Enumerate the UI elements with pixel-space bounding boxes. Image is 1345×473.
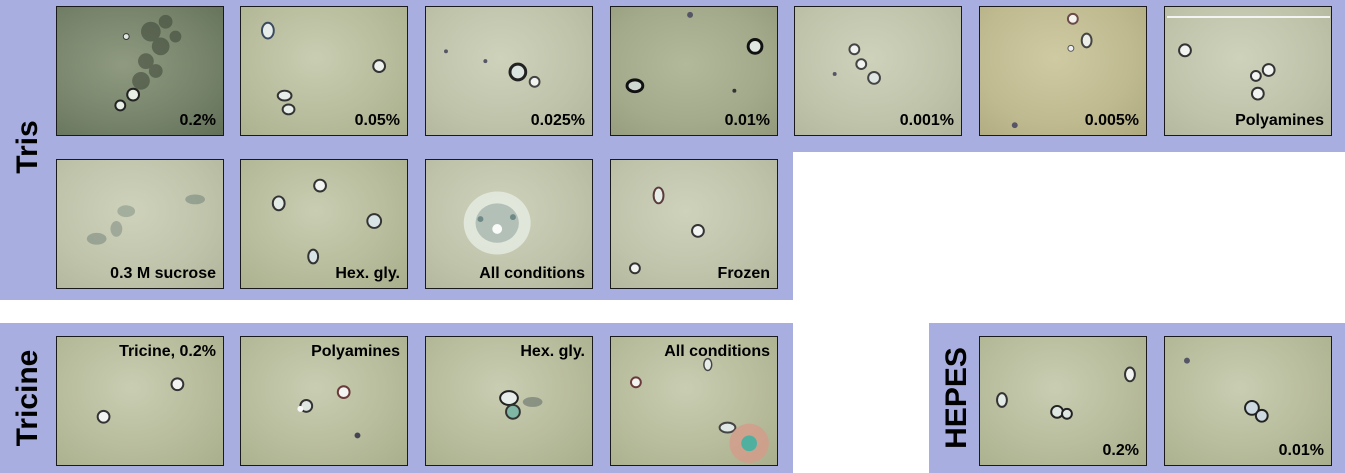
cell-image	[1184, 357, 1269, 423]
tile-caption: 0.005%	[1084, 112, 1139, 129]
tile-caption: 0.001%	[899, 112, 954, 129]
scale-bar	[1167, 16, 1330, 18]
tile-caption: 0.3 M sucrose	[110, 265, 216, 282]
micrograph-tile: Polyamines	[240, 336, 408, 466]
tile-caption: 0.05%	[354, 112, 400, 129]
micrograph-tile: Tricine, 0.2%	[56, 336, 224, 466]
tile-caption: Polyamines	[311, 343, 400, 360]
row-label-tricine: Tricine	[11, 349, 44, 447]
tile-caption: 0.025%	[530, 112, 585, 129]
cell-image	[297, 385, 361, 439]
micrograph-tile: 0.001%	[794, 6, 962, 136]
tile-caption: Hex. gly.	[520, 343, 585, 360]
tile-caption: All conditions	[479, 265, 585, 282]
tile-caption: Tricine, 0.2%	[119, 343, 216, 360]
row-label-tris: Tris	[11, 120, 44, 174]
cell-image	[1011, 12, 1093, 129]
tile-caption: 0.01%	[724, 112, 770, 129]
cell-image	[1178, 43, 1276, 101]
cell-image	[499, 390, 543, 420]
tile-caption: Frozen	[717, 265, 770, 282]
micrograph-tile: 0.01%	[1164, 336, 1332, 466]
tile-caption: All conditions	[664, 343, 770, 360]
micrograph-tile: Hex. gly.	[240, 159, 408, 289]
micrograph-tile: 0.3 M sucrose	[56, 159, 224, 289]
cell-image	[444, 49, 541, 88]
cell-image	[630, 357, 769, 464]
micrograph-tile: 0.2%	[56, 6, 224, 136]
tile-caption: Hex. gly.	[335, 265, 400, 282]
tile-caption: 0.01%	[1278, 442, 1324, 459]
tile-caption: 0.2%	[179, 112, 216, 129]
micrograph-tile: 0.2%	[979, 336, 1147, 466]
micrograph-tile: Hex. gly.	[425, 336, 593, 466]
micrograph-tile: 0.01%	[610, 6, 778, 136]
cell-image	[271, 178, 383, 265]
cell-image	[86, 194, 205, 245]
micrograph-tile: Frozen	[610, 159, 778, 289]
cell-image	[463, 191, 531, 255]
row-label-hepes: HEPES	[940, 347, 973, 449]
micrograph-tile: 0.05%	[240, 6, 408, 136]
micrograph-tile: 0.025%	[425, 6, 593, 136]
cell-image	[625, 11, 764, 94]
micrograph-tile: All conditions	[425, 159, 593, 289]
cell-image	[96, 377, 185, 424]
cell-image	[114, 14, 182, 112]
cell-image	[629, 186, 705, 275]
micrograph-tile: 0.005%	[979, 6, 1147, 136]
cell-image	[260, 21, 387, 116]
micrograph-tile: All conditions	[610, 336, 778, 466]
tile-caption: 0.2%	[1102, 442, 1139, 459]
cell-image	[996, 366, 1136, 420]
cell-image	[832, 43, 881, 85]
tile-caption: Polyamines	[1235, 112, 1324, 129]
micrograph-tile: Polyamines	[1164, 6, 1332, 136]
